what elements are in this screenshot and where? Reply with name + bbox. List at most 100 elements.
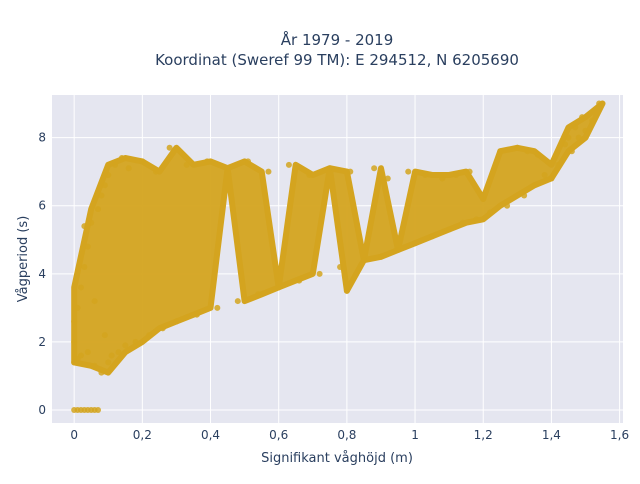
data-point [446, 226, 453, 233]
data-point [139, 158, 146, 165]
data-point [101, 182, 108, 189]
data-point [568, 148, 575, 155]
data-point [589, 117, 596, 124]
x-axis-ticks: 0 0,2 0,4 0,6 0,8 1 1,2 1,4 1,6 [70, 428, 629, 442]
data-point [384, 175, 391, 182]
data-point [371, 165, 378, 172]
data-point [71, 318, 78, 325]
data-point [84, 349, 91, 356]
data-point [81, 264, 88, 271]
y-tick-label: 2 [38, 335, 46, 349]
data-point [118, 155, 125, 162]
data-point [534, 151, 541, 158]
data-point [466, 168, 473, 175]
data-point [548, 175, 555, 182]
data-point [439, 175, 446, 182]
data-point [173, 318, 180, 325]
data-point [245, 158, 252, 165]
data-point [575, 134, 582, 141]
data-point [316, 270, 323, 277]
data-point [285, 161, 292, 168]
data-point [572, 124, 579, 131]
data-point [193, 311, 200, 318]
data-point [555, 161, 562, 168]
data-point [105, 172, 112, 179]
y-tick-label: 6 [38, 199, 46, 213]
y-axis-label: Vågperiod (s) [16, 216, 31, 303]
data-point [101, 332, 108, 339]
y-tick-label: 0 [38, 403, 46, 417]
x-tick-label: 0,4 [201, 428, 220, 442]
data-point [88, 219, 95, 226]
x-tick-label: 0,6 [269, 428, 288, 442]
data-point [122, 342, 129, 349]
data-point [265, 168, 272, 175]
data-point [541, 172, 548, 179]
data-point [582, 127, 589, 134]
data-point [71, 338, 78, 345]
data-point [487, 209, 494, 216]
data-point [473, 216, 480, 223]
data-point [497, 148, 504, 155]
data-point [112, 161, 119, 168]
x-tick-label: 1,4 [542, 428, 561, 442]
data-point [91, 362, 98, 369]
x-axis-label: Signifikant våghöjd (m) [261, 451, 413, 466]
data-point [98, 192, 105, 199]
data-point [132, 338, 139, 345]
data-point [255, 291, 262, 298]
data-point [152, 168, 159, 175]
data-point [98, 369, 105, 376]
data-point [504, 202, 511, 209]
data-point [326, 165, 333, 172]
data-point [159, 325, 166, 332]
data-point [224, 165, 231, 172]
data-point [429, 233, 436, 240]
data-point [296, 277, 303, 284]
data-point [146, 332, 153, 339]
data-point [405, 168, 412, 175]
x-tick-label: 0 [70, 428, 78, 442]
data-point [183, 161, 190, 168]
data-point [77, 284, 84, 291]
chart-title: År 1979 - 2019 [281, 30, 394, 49]
data-point [77, 352, 84, 359]
data-point [422, 172, 429, 179]
data-point [514, 144, 521, 151]
data-point [395, 246, 402, 253]
data-point [108, 352, 115, 359]
data-point [306, 172, 313, 179]
data-point [125, 165, 132, 172]
x-tick-label: 1 [411, 428, 419, 442]
data-point [360, 257, 367, 264]
data-point [521, 192, 528, 199]
data-point [480, 195, 487, 202]
data-point [562, 141, 569, 148]
x-tick-label: 0,2 [133, 428, 152, 442]
data-point [84, 243, 91, 250]
y-tick-label: 4 [38, 267, 46, 281]
data-point [204, 158, 211, 165]
data-point [166, 144, 173, 151]
data-point [596, 100, 603, 107]
x-tick-label: 0,8 [337, 428, 356, 442]
data-point [234, 298, 241, 305]
data-point [95, 206, 102, 213]
x-tick-label: 1,6 [610, 428, 629, 442]
data-point [459, 219, 466, 226]
data-point [377, 253, 384, 260]
data-point [565, 134, 572, 141]
y-tick-label: 8 [38, 131, 46, 145]
data-point [95, 407, 102, 414]
data-point [105, 359, 112, 366]
data-point [452, 172, 459, 179]
data-point [347, 168, 354, 175]
x-tick-label: 1,2 [474, 428, 493, 442]
data-point [91, 298, 98, 305]
data-point [74, 304, 81, 311]
y-axis-ticks: 0 2 4 6 8 [38, 131, 46, 417]
data-point [343, 287, 350, 294]
data-point [81, 223, 88, 230]
data-point [115, 349, 122, 356]
